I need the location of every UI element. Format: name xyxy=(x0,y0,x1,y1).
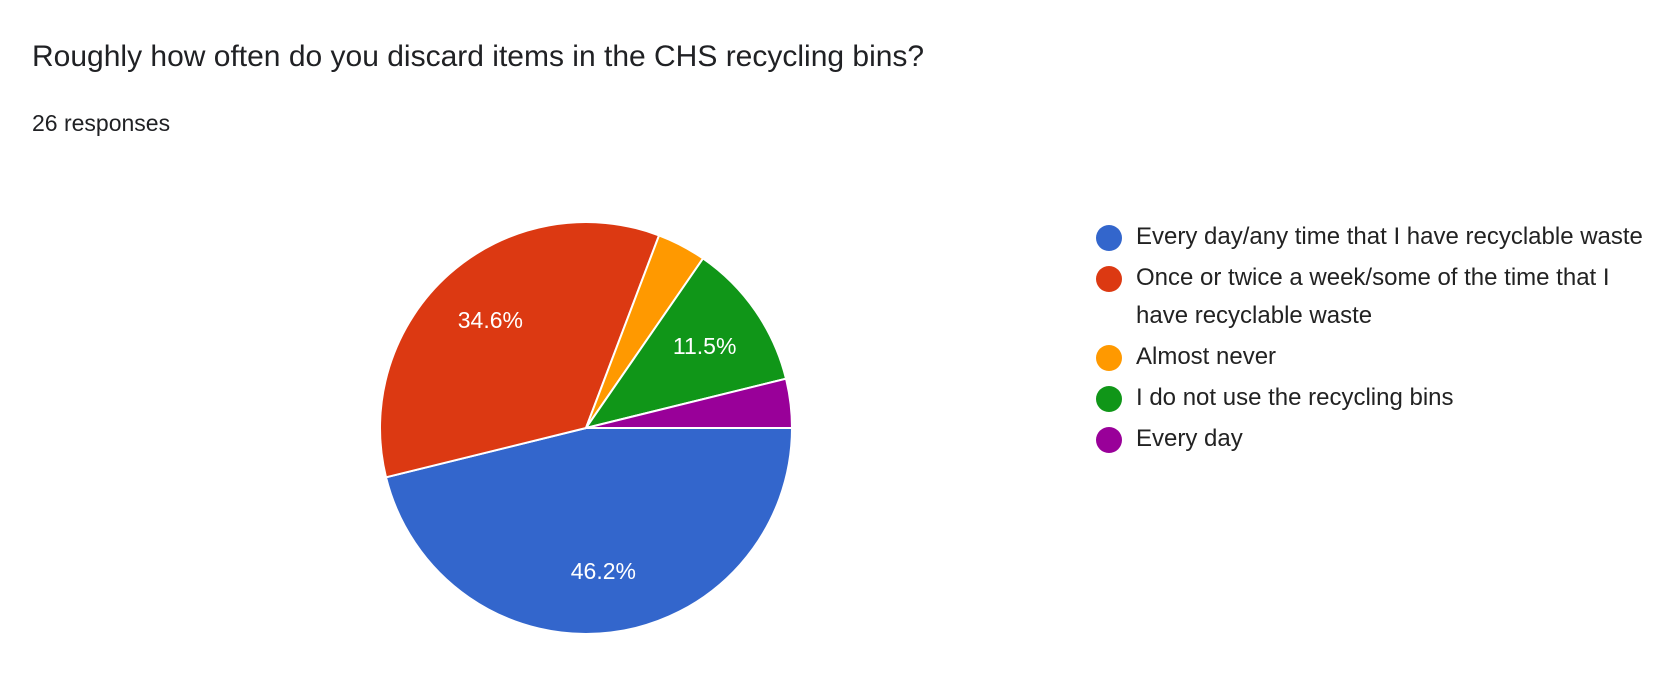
chart-title: Roughly how often do you discard items i… xyxy=(32,40,925,73)
legend-marker xyxy=(1096,225,1122,251)
legend-item[interactable]: Every day/any time that I have recyclabl… xyxy=(1096,218,1656,256)
slice-label: 34.6% xyxy=(458,307,523,333)
pie-slice[interactable] xyxy=(384,427,794,635)
legend-label: Every day xyxy=(1136,425,1243,452)
legend-label: Once or twice a week/some of the time th… xyxy=(1136,264,1610,329)
legend-item[interactable]: I do not use the recycling bins xyxy=(1096,379,1656,417)
response-count: 26 responses xyxy=(32,110,171,136)
pie-slice[interactable] xyxy=(585,377,794,429)
legend-marker xyxy=(1096,427,1122,453)
pie-slice[interactable] xyxy=(379,221,661,479)
slice-label: 46.2% xyxy=(571,558,636,584)
legend: Every day/any time that I have recyclabl… xyxy=(1096,218,1656,461)
legend-label: Almost never xyxy=(1136,343,1277,370)
pie-slice[interactable] xyxy=(583,257,788,430)
legend-item[interactable]: Once or twice a week/some of the time th… xyxy=(1096,259,1656,335)
legend-label: Every day/any time that I have recyclabl… xyxy=(1136,223,1643,250)
legend-marker xyxy=(1096,266,1122,292)
legend-marker xyxy=(1096,345,1122,371)
legend-label: I do not use the recycling bins xyxy=(1136,384,1454,411)
legend-item[interactable]: Almost never xyxy=(1096,338,1656,376)
legend-marker xyxy=(1096,386,1122,412)
slice-label: 11.5% xyxy=(673,333,737,359)
legend-item[interactable]: Every day xyxy=(1096,420,1656,458)
